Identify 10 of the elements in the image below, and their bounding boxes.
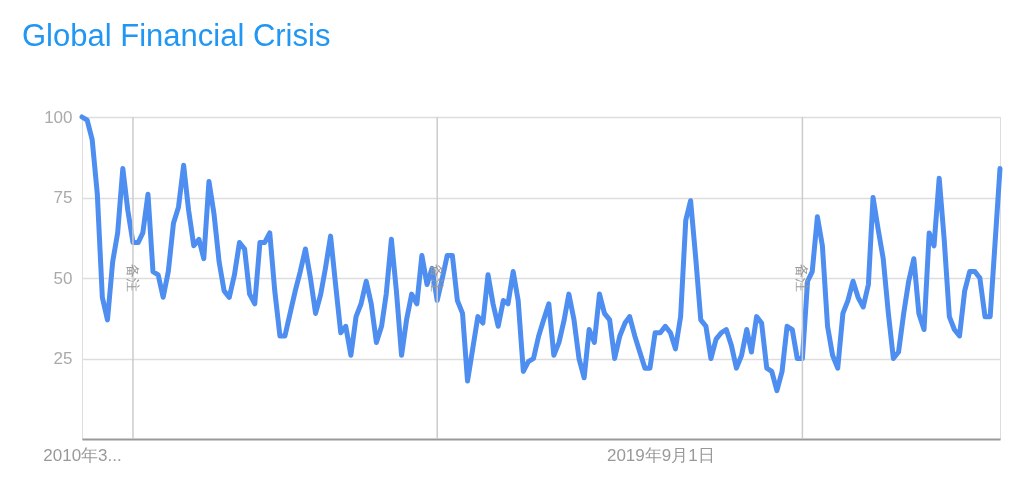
x-tick-label: 2010年3...	[43, 445, 122, 465]
ref-line-label: 备注	[794, 264, 811, 292]
ref-line-label: 备注	[124, 264, 141, 292]
y-tick-label: 75	[53, 188, 73, 207]
y-tick-label: 100	[44, 107, 73, 127]
y-tick-label: 25	[53, 349, 73, 368]
y-tick-label: 50	[53, 268, 73, 288]
x-tick-label: 2019年9月1日	[606, 445, 715, 465]
ref-line-label: 备注	[429, 264, 446, 292]
chart-title: Global Financial Crisis	[22, 18, 331, 53]
